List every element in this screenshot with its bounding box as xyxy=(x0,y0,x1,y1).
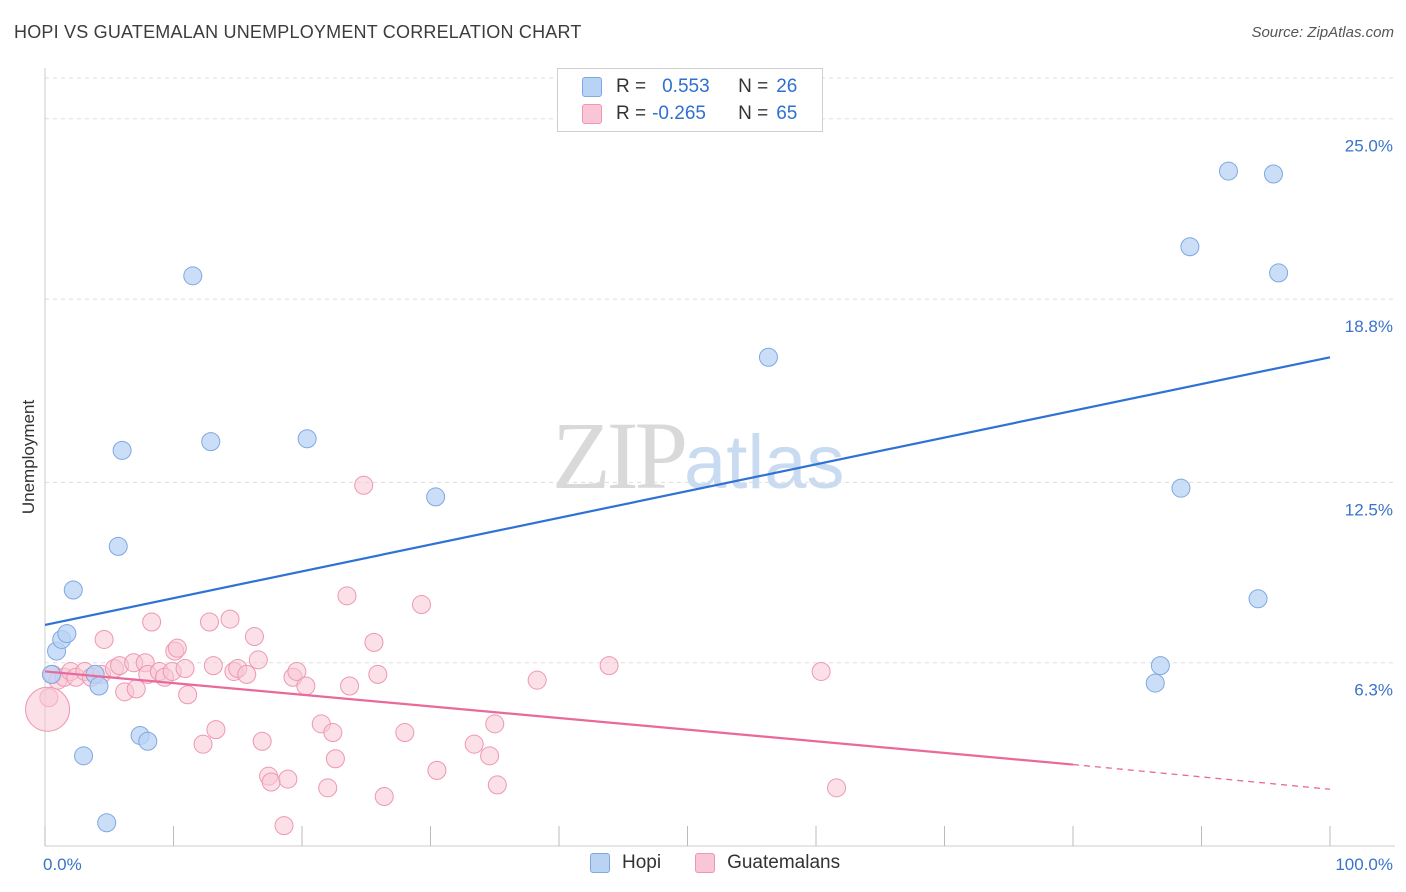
guatemalans-point xyxy=(167,638,187,658)
guatemalans-point xyxy=(827,778,847,798)
hopi-point xyxy=(1269,263,1289,283)
hopi-point xyxy=(97,813,117,833)
guatemalans-point xyxy=(354,475,374,495)
guatemalans-point xyxy=(206,720,226,740)
guatemalans-point xyxy=(485,714,505,734)
hopi-point xyxy=(1248,589,1268,609)
guatemalans-point xyxy=(94,629,114,649)
guatemalans-point xyxy=(480,746,500,766)
x-tick-label-min: 0.0% xyxy=(43,855,82,874)
guatemalans-point xyxy=(364,632,384,652)
guatemalans-n-value: 65 xyxy=(776,103,798,124)
guatemalans-point xyxy=(261,772,281,792)
x-tick-label-max: 100.0% xyxy=(1335,855,1393,874)
hopi-point xyxy=(183,266,203,286)
guatemalans-point xyxy=(199,612,219,632)
guatemalans-point xyxy=(340,676,360,696)
guatemalans-point xyxy=(25,686,71,732)
guatemalans-n-label: N = xyxy=(738,103,769,124)
guatemalans-point xyxy=(274,816,294,836)
y-tick-label: 18.8% xyxy=(1345,317,1393,336)
chart-title: HOPI VS GUATEMALAN UNEMPLOYMENT CORRELAT… xyxy=(14,22,582,42)
guatemalans-point xyxy=(193,734,213,754)
legend-row-guatemalans: R = -0.265 N = 65 xyxy=(582,102,797,126)
guatemalans-point xyxy=(237,664,257,684)
hopi-point xyxy=(1150,656,1170,676)
series-legend: Hopi Guatemalans xyxy=(590,852,840,874)
guatemalans-point xyxy=(599,656,619,676)
guatemalans-swatch xyxy=(582,104,602,124)
guatemalans-point xyxy=(175,659,195,679)
hopi-point xyxy=(108,536,128,556)
guatemalans-point xyxy=(368,664,388,684)
guatemalans-point xyxy=(811,661,831,681)
hopi-point xyxy=(1171,478,1191,498)
y-axis-label: Unemployment xyxy=(19,400,38,515)
guatemalans-point xyxy=(318,778,338,798)
hopi-point xyxy=(426,487,446,507)
hopi-point xyxy=(63,580,83,600)
guatemalans-point xyxy=(178,685,198,705)
watermark: ZIPatlas xyxy=(552,400,845,511)
guatemalans-point xyxy=(487,775,507,795)
hopi-point xyxy=(1145,673,1165,693)
hopi-n-value: 26 xyxy=(776,76,798,97)
hopi-point xyxy=(57,624,77,644)
guatemalans-point xyxy=(278,769,298,789)
guatemalans-legend-label: Guatemalans xyxy=(727,852,841,873)
guatemalans-point xyxy=(412,595,432,615)
guatemalans-trendline xyxy=(44,670,1074,766)
hopi-point xyxy=(758,347,778,367)
guatemalans-point xyxy=(203,656,223,676)
correlation-legend: R = 0.553 N = 26 R = -0.265 N = 65 xyxy=(557,68,823,132)
guatemalans-r-label: R = xyxy=(616,103,647,124)
hopi-point xyxy=(201,432,221,452)
guatemalans-point xyxy=(325,749,345,769)
guatemalans-point xyxy=(337,586,357,606)
guatemalans-point xyxy=(252,731,272,751)
hopi-point xyxy=(1180,237,1200,257)
legend-row-hopi: R = 0.553 N = 26 xyxy=(582,75,797,99)
hopi-point xyxy=(297,429,317,449)
guatemalans-legend-swatch xyxy=(695,853,716,873)
hopi-point xyxy=(89,676,109,696)
guatemalans-point xyxy=(374,787,394,807)
guatemalans-point xyxy=(395,723,415,743)
hopi-point xyxy=(1218,161,1238,181)
hopi-legend-swatch xyxy=(590,853,610,873)
guatemalans-point xyxy=(248,650,268,670)
hopi-point xyxy=(112,440,132,460)
guatemalans-point xyxy=(244,627,264,647)
hopi-point xyxy=(41,664,61,684)
guatemalans-point xyxy=(427,760,447,780)
guatemalans-point xyxy=(527,670,547,690)
hopi-r-value: 0.553 xyxy=(662,76,710,97)
hopi-trendline xyxy=(44,356,1331,626)
hopi-n-label: N = xyxy=(738,76,769,97)
hopi-point xyxy=(1263,164,1283,184)
guatemalans-trendline-extension xyxy=(1072,763,1331,790)
y-tick-label: 6.3% xyxy=(1354,681,1393,700)
hopi-swatch xyxy=(582,77,602,97)
watermark-atlas: atlas xyxy=(684,420,845,505)
guatemalans-point xyxy=(464,734,484,754)
source-label: Source: ZipAtlas.com xyxy=(1251,24,1394,41)
watermark-zip: ZIP xyxy=(552,402,688,509)
guatemalans-point xyxy=(126,679,146,699)
hopi-r-label: R = xyxy=(616,76,647,97)
guatemalans-r-value: -0.265 xyxy=(652,103,706,124)
hopi-point xyxy=(138,731,158,751)
guatemalans-point xyxy=(287,661,307,681)
y-tick-label: 12.5% xyxy=(1345,500,1393,519)
guatemalans-point xyxy=(142,612,162,632)
hopi-point xyxy=(74,746,94,766)
y-tick-label: 25.0% xyxy=(1345,137,1393,156)
guatemalans-point xyxy=(296,676,316,696)
guatemalans-point xyxy=(323,723,343,743)
hopi-legend-label: Hopi xyxy=(622,852,662,873)
guatemalans-point xyxy=(220,609,240,629)
